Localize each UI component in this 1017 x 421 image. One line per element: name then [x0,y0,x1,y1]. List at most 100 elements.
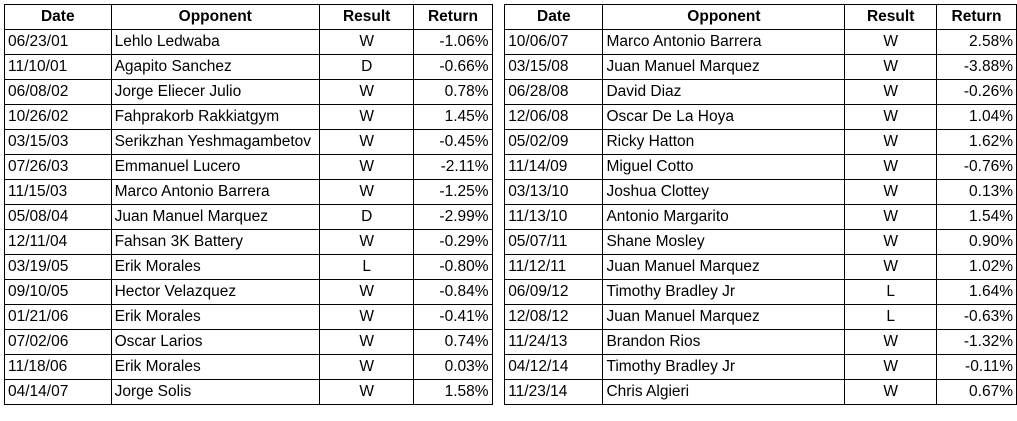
result-cell: W [844,229,938,255]
result-cell: W [318,129,415,155]
table-row: 06/09/12 Timothy Bradley Jr L 1.64% [504,279,1017,305]
date-cell: 11/24/13 [504,329,604,355]
return-cell: -0.66% [413,54,493,80]
table-row: 11/13/10 Antonio Margarito W 1.54% [504,204,1017,230]
table-row: 05/02/09 Ricky Hatton W 1.62% [504,129,1017,155]
opponent-header: Opponent [110,4,320,30]
result-cell: W [844,129,938,155]
opponent-cell: Marco Antonio Barrera [110,179,320,205]
result-header: Result [844,4,938,30]
result-cell: W [318,154,415,180]
opponent-cell: Agapito Sanchez [110,54,320,80]
result-cell: W [318,304,415,330]
return-cell: -0.80% [413,254,493,280]
table-row: 09/10/05 Hector Velazquez W -0.84% [4,279,493,305]
fight-table-left: Date Opponent Result Return 06/23/01 Lehl… [4,4,493,405]
date-cell: 09/10/05 [4,279,112,305]
date-cell: 11/12/11 [504,254,604,280]
header-row: Date Opponent Result Return [4,4,493,30]
date-cell: 01/21/06 [4,304,112,330]
table-row: 12/06/08 Oscar De La Hoya W 1.04% [504,104,1017,130]
opponent-header: Opponent [602,4,846,30]
opponent-cell: Ricky Hatton [602,129,846,155]
date-cell: 11/18/06 [4,354,112,380]
opponent-cell: Erik Morales [110,304,320,330]
opponent-cell: Timothy Bradley Jr [602,354,846,380]
return-cell: 1.04% [936,104,1017,130]
return-cell: -1.25% [413,179,493,205]
date-cell: 03/13/10 [504,179,604,205]
date-cell: 06/09/12 [504,279,604,305]
opponent-cell: Miguel Cotto [602,154,846,180]
result-cell: W [844,329,938,355]
fight-table-right: Date Opponent Result Return 10/06/07 Marc… [504,4,1017,405]
table-row: 04/12/14 Timothy Bradley Jr W -0.11% [504,354,1017,380]
result-cell: W [844,79,938,105]
result-cell: W [844,54,938,80]
result-cell: W [844,154,938,180]
date-cell: 12/06/08 [504,104,604,130]
table-row: 03/19/05 Erik Morales L -0.80% [4,254,493,280]
table-row: 05/08/04 Juan Manuel Marquez D -2.99% [4,204,493,230]
table-row: 11/12/11 Juan Manuel Marquez W 1.02% [504,254,1017,280]
table-row: 11/15/03 Marco Antonio Barrera W -1.25% [4,179,493,205]
result-cell: W [844,204,938,230]
result-header: Result [318,4,415,30]
opponent-cell: Oscar Larios [110,329,320,355]
opponent-cell: Jorge Eliecer Julio [110,79,320,105]
date-header: Date [4,4,112,30]
result-cell: L [844,304,938,330]
table-row: 10/26/02 Fahprakorb Rakkiatgym W 1.45% [4,104,493,130]
date-cell: 11/14/09 [504,154,604,180]
opponent-cell: Fahsan 3K Battery [110,229,320,255]
date-cell: 10/26/02 [4,104,112,130]
return-header: Return [413,4,493,30]
date-cell: 12/08/12 [504,304,604,330]
opponent-cell: Juan Manuel Marquez [602,54,846,80]
result-cell: W [844,354,938,380]
opponent-cell: Lehlo Ledwaba [110,29,320,55]
return-cell: -2.11% [413,154,493,180]
result-cell: W [318,279,415,305]
result-cell: W [318,329,415,355]
table-row: 11/14/09 Miguel Cotto W -0.76% [504,154,1017,180]
result-cell: W [318,179,415,205]
opponent-cell: Serikzhan Yeshmagambetov [110,129,320,155]
opponent-cell: Shane Mosley [602,229,846,255]
result-cell: W [318,379,415,405]
opponent-cell: Chris Algieri [602,379,846,405]
return-cell: -0.11% [936,354,1017,380]
date-cell: 04/14/07 [4,379,112,405]
return-cell: 0.78% [413,79,493,105]
return-cell: -0.26% [936,79,1017,105]
table-row: 06/23/01 Lehlo Ledwaba W -1.06% [4,29,493,55]
fight-record-tables: Date Opponent Result Return 06/23/01 Lehl… [4,4,1017,405]
return-cell: 0.13% [936,179,1017,205]
return-cell: -0.84% [413,279,493,305]
opponent-cell: Juan Manuel Marquez [602,254,846,280]
result-cell: L [318,254,415,280]
date-cell: 11/23/14 [504,379,604,405]
date-cell: 05/07/11 [504,229,604,255]
return-cell: -0.41% [413,304,493,330]
opponent-cell: Hector Velazquez [110,279,320,305]
opponent-cell: Jorge Solis [110,379,320,405]
table-row: 10/06/07 Marco Antonio Barrera W 2.58% [504,29,1017,55]
result-cell: W [318,29,415,55]
table-gap [493,4,505,405]
table-row: 01/21/06 Erik Morales W -0.41% [4,304,493,330]
table-row: 03/15/03 Serikzhan Yeshmagambetov W -0.45% [4,129,493,155]
date-cell: 10/06/07 [504,29,604,55]
result-cell: W [318,104,415,130]
result-cell: W [844,179,938,205]
table-row: 07/26/03 Emmanuel Lucero W -2.11% [4,154,493,180]
result-cell: W [844,104,938,130]
return-cell: 0.03% [413,354,493,380]
date-cell: 06/28/08 [504,79,604,105]
result-cell: W [844,29,938,55]
table-row: 11/23/14 Chris Algieri W 0.67% [504,379,1017,405]
date-cell: 03/15/08 [504,54,604,80]
return-cell: 1.62% [936,129,1017,155]
date-cell: 06/08/02 [4,79,112,105]
table-row: 06/28/08 David Diaz W -0.26% [504,79,1017,105]
